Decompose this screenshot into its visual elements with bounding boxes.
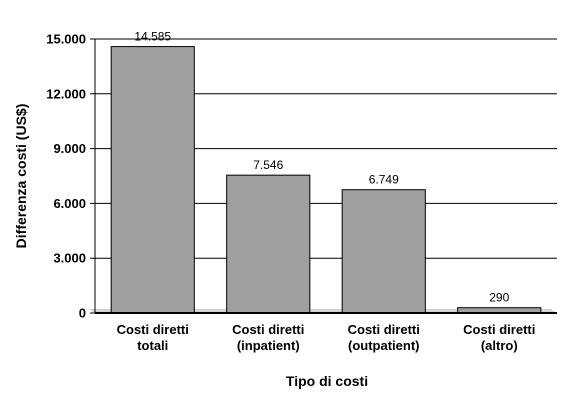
axes <box>94 39 557 314</box>
x-tick-label: Costi diretti <box>117 322 189 337</box>
x-tick-label: totali <box>137 338 168 353</box>
x-tick-label: Costi diretti <box>463 322 535 337</box>
bar <box>110 46 195 314</box>
data-labels: 14.585 7.546 6.749 290 <box>134 30 509 305</box>
bar <box>341 189 426 314</box>
bar <box>226 174 311 314</box>
x-tick-label: Costi diretti <box>348 322 420 337</box>
y-tick-label: 15.000 <box>46 32 86 47</box>
y-tick-label: 6.000 <box>53 196 86 211</box>
y-tick-label: 9.000 <box>53 141 86 156</box>
x-tick-label: Costi diretti <box>232 322 304 337</box>
y-tick-labels: 0 3.000 6.000 9.000 12.000 15.000 <box>46 32 86 321</box>
y-tick-label: 12.000 <box>46 86 86 101</box>
x-tick-label: (altro) <box>481 338 518 353</box>
x-axis-title: Tipo di costi <box>286 373 368 389</box>
data-label: 6.749 <box>369 173 399 187</box>
bars <box>110 46 542 314</box>
y-tick-label: 3.000 <box>53 251 86 266</box>
x-tick-label: (inpatient) <box>237 338 300 353</box>
y-axis-title: Differenza costi (US$) <box>13 104 29 249</box>
data-label: 290 <box>489 291 509 305</box>
x-tick-label: (outpatient) <box>348 338 419 353</box>
y-tick-label: 0 <box>79 306 86 321</box>
data-label: 14.585 <box>134 30 171 44</box>
data-label: 7.546 <box>253 158 283 172</box>
